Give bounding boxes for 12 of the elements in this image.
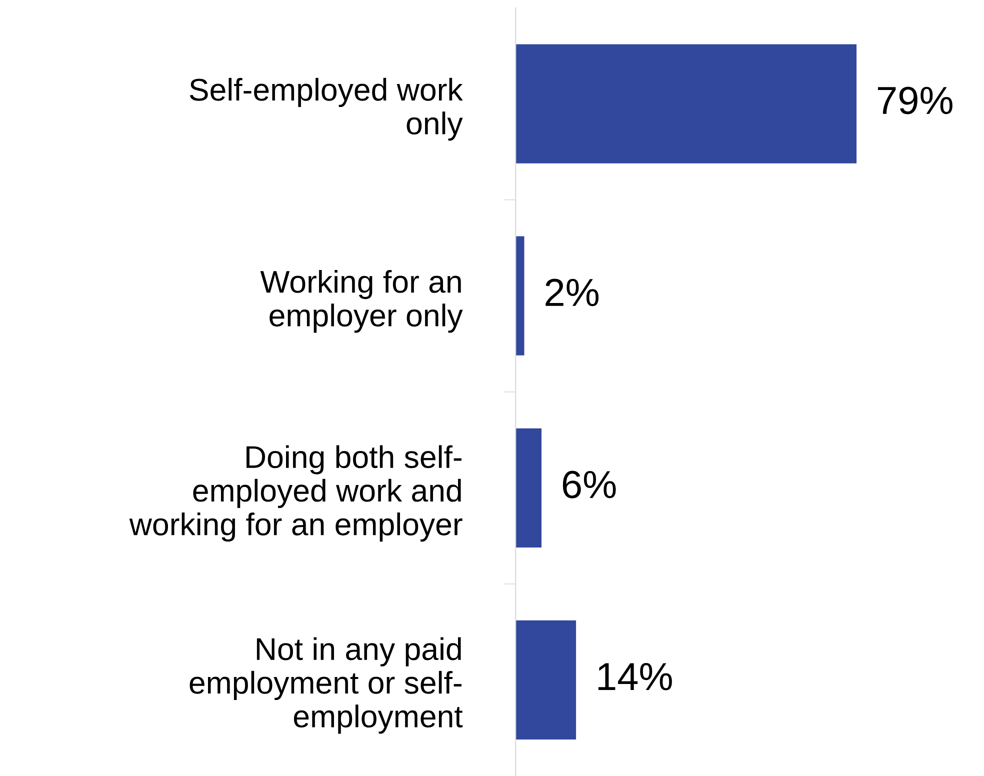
data-label: 6% — [562, 470, 616, 498]
bar — [516, 236, 524, 356]
data-label: 2% — [546, 278, 599, 306]
y-tick-label: Not in any paid employment or self- employment — [190, 637, 463, 734]
y-tick-label: Self-employed work only — [190, 78, 463, 141]
data-label: 14% — [598, 663, 672, 690]
y-tick-label: Doing both self- employed work and working for an employer — [129, 445, 462, 542]
y-tick-label: Working for an employer only — [260, 270, 463, 333]
data-label: 79% — [878, 86, 952, 114]
bar — [516, 620, 576, 740]
bar — [516, 44, 857, 164]
bar — [516, 428, 542, 548]
